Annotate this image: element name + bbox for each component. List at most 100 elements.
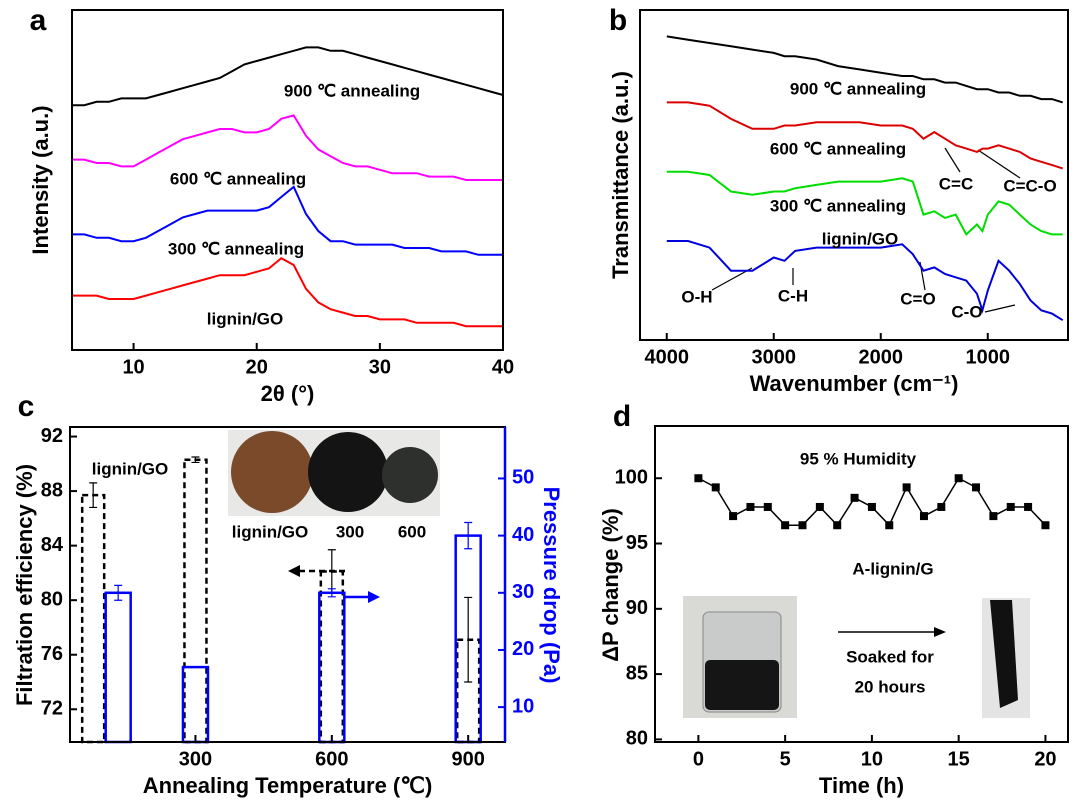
sample-disc (231, 431, 313, 513)
x-axis-label: Annealing Temperature (℃) (143, 773, 433, 798)
annotation: 900 ℃ annealing (284, 81, 420, 100)
error-bar (464, 521, 473, 550)
bar (318, 591, 346, 744)
plot-frame (639, 9, 1069, 341)
y2-tick-label: 10 (512, 695, 534, 717)
bar (183, 458, 208, 744)
y2-tick-label: 30 (512, 581, 534, 603)
marker (746, 502, 755, 511)
marker (885, 521, 894, 530)
panel-letter: d (613, 400, 631, 433)
annotation: lignin/GO (822, 229, 899, 248)
annotation: 95 % Humidity (800, 449, 917, 468)
x-axis-label: Time (h) (819, 773, 904, 798)
series-line (72, 185, 503, 256)
series-line (72, 256, 503, 328)
annotation: A-lignin/G (852, 559, 933, 578)
annotation: C-H (778, 286, 808, 305)
plot-frame (71, 9, 504, 351)
y-axis-label: ΔP change (%) (598, 508, 623, 662)
plot-frame (654, 425, 1069, 743)
annotation: 900 ℃ annealing (790, 79, 926, 98)
soak-arrow (838, 627, 946, 637)
y-tick-label: 80 (626, 728, 648, 750)
x-tick-label: 40 (492, 356, 514, 378)
panel-letter: b (609, 4, 627, 37)
y-tick-label: 76 (41, 643, 63, 665)
series-line (666, 101, 1063, 170)
annotation: C-O (951, 302, 982, 321)
series-line (72, 46, 504, 107)
annotation: 300 ℃ annealing (770, 196, 906, 215)
y-tick-label: 90 (626, 597, 648, 619)
x-tick-label: 3000 (752, 346, 797, 368)
annotation: 600 ℃ annealing (170, 169, 306, 188)
series-line (666, 240, 1064, 322)
series-line (72, 114, 503, 181)
y-axis-label: Intensity (a.u.) (28, 105, 53, 254)
liquid (705, 660, 779, 710)
sample-disc (308, 432, 388, 512)
marker (902, 483, 911, 492)
y-tick-label: 100 (615, 467, 648, 489)
marker (972, 483, 981, 492)
photo-strip (982, 598, 1030, 718)
marker (867, 502, 876, 511)
annotation: C=C (939, 174, 973, 193)
x-tick-label: 600 (315, 748, 348, 770)
error-bar (114, 584, 123, 601)
annotation: 300 ℃ annealing (168, 239, 304, 258)
panel-letter: a (30, 4, 47, 37)
panel-letter: c (18, 390, 35, 423)
annotation: 600 ℃ annealing (770, 139, 906, 158)
marker (763, 502, 772, 511)
marker (798, 521, 807, 530)
annotation: 600 (398, 522, 426, 541)
bar (104, 591, 132, 744)
y-axis-label: Filtration efficiency (%) (12, 464, 37, 706)
marker (1024, 502, 1033, 511)
arrow (977, 149, 1021, 179)
annotation: O-H (681, 287, 712, 306)
y-tick-label: 84 (41, 534, 64, 556)
y-tick-label: 85 (626, 662, 648, 684)
arrowhead (368, 591, 380, 603)
annotation: 20 hours (855, 677, 926, 696)
x-tick-label: 900 (451, 748, 484, 770)
marker (937, 502, 946, 511)
y-tick-label: 72 (41, 698, 63, 720)
y2-tick-label: 40 (512, 524, 534, 546)
annotation: C=O (900, 289, 935, 308)
error-bar (464, 596, 473, 683)
y2-tick-label: 20 (512, 638, 534, 660)
axis-arrows (288, 565, 380, 603)
error-bar (327, 588, 336, 598)
y-axis-label: Transmittance (a.u.) (608, 71, 633, 279)
x-tick-label: 4000 (645, 346, 690, 368)
marker (850, 493, 859, 502)
marker (711, 483, 720, 492)
annotation: lignin/GO (232, 522, 309, 541)
arrow (984, 304, 1016, 313)
annotation: Soaked for (846, 647, 934, 666)
y2-tick-label: 50 (512, 467, 534, 489)
y-tick-label: 80 (41, 588, 63, 610)
photo-beaker (683, 596, 797, 718)
photo-inset (228, 430, 440, 516)
x-tick-label: 20 (1034, 748, 1056, 770)
marker (815, 502, 824, 511)
bar (80, 493, 106, 744)
error-bar (89, 482, 98, 509)
arrow (944, 147, 961, 173)
marker (989, 512, 998, 521)
x-axis-label: Wavenumber (cm⁻¹) (750, 371, 959, 396)
bar (181, 665, 210, 744)
sample-disc (382, 447, 438, 503)
marker (694, 474, 703, 483)
x-tick-label: 10 (861, 748, 883, 770)
marker (729, 512, 738, 521)
y-tick-label: 92 (41, 425, 63, 447)
y-tick-label: 88 (41, 479, 63, 501)
